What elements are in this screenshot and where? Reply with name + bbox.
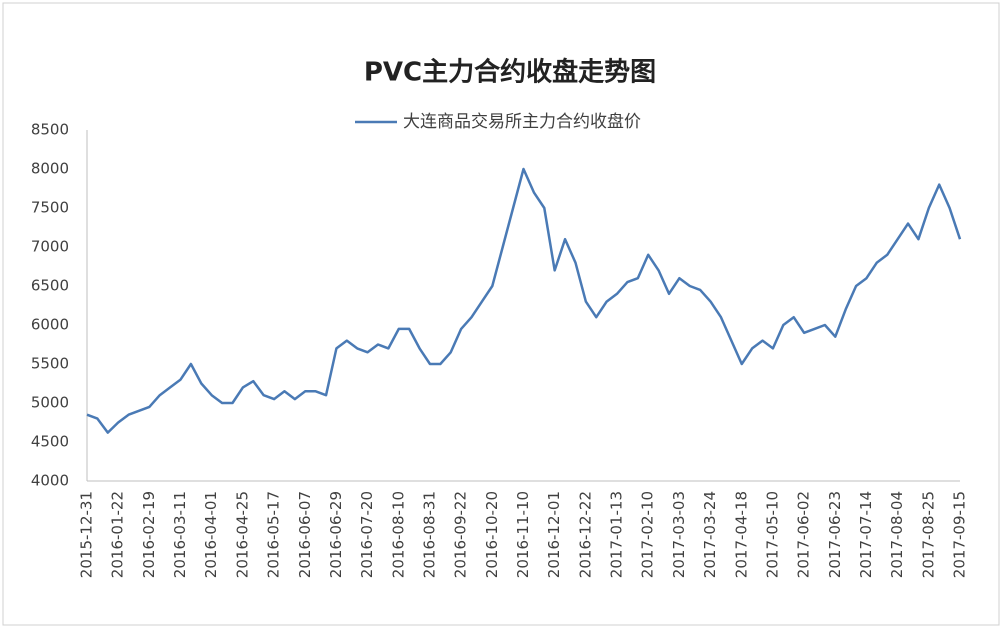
x-tick-label: 2016-04-25 [233,491,251,578]
y-tick-label: 8500 [31,121,69,139]
x-tick-label: 2017-03-03 [670,491,688,578]
x-tick-label: 2016-08-10 [389,491,407,578]
x-tick-label: 2017-08-04 [888,491,906,578]
y-tick-label: 7000 [31,238,69,256]
chart-title: PVC主力合约收盘走势图 [364,57,656,88]
x-tick-label: 2016-08-31 [420,491,438,578]
x-tick-label: 2016-12-01 [545,491,563,578]
x-tick-label: 2017-06-23 [826,491,844,578]
x-tick-label: 2016-05-17 [265,491,283,578]
x-tick-label: 2015-12-31 [78,491,96,578]
x-tick-label: 2016-09-22 [452,491,470,578]
x-tick-label: 2016-07-20 [358,491,376,578]
x-tick-label: 2017-08-25 [919,491,937,578]
x-tick-label: 2016-03-11 [171,491,189,578]
x-tick-label: 2017-07-14 [857,491,875,578]
x-tick-label: 2017-02-10 [639,491,657,578]
x-tick-label: 2017-06-02 [795,491,813,578]
y-tick-label: 6500 [31,277,69,295]
y-tick-label: 4000 [31,472,69,490]
y-tick-label: 7500 [31,199,69,217]
y-tick-label: 4500 [31,433,69,451]
x-tick-label: 2016-06-29 [327,491,345,578]
legend-label: 大连商品交易所主力合约收盘价 [403,112,641,132]
x-tick-label: 2017-09-15 [951,491,969,578]
x-tick-label: 2016-10-20 [483,491,501,578]
x-tick-label: 2016-06-07 [296,491,314,578]
x-tick-label: 2016-01-22 [109,491,127,578]
x-tick-label: 2017-01-13 [608,491,626,578]
y-tick-label: 6000 [31,316,69,334]
x-tick-label: 2016-12-22 [576,491,594,578]
x-tick-label: 2016-02-19 [140,491,158,578]
x-tick-label: 2017-05-10 [763,491,781,578]
x-tick-label: 2017-04-18 [732,491,750,578]
x-tick-label: 2017-03-24 [701,491,719,578]
data-line [86,167,962,434]
x-tick-label: 2016-04-01 [202,491,220,578]
chart-frame [2,2,1000,626]
x-tick-label: 2016-11-10 [514,491,532,578]
y-tick-label: 8000 [31,160,69,178]
y-tick-label: 5500 [31,355,69,373]
y-tick-label: 5000 [31,394,69,412]
